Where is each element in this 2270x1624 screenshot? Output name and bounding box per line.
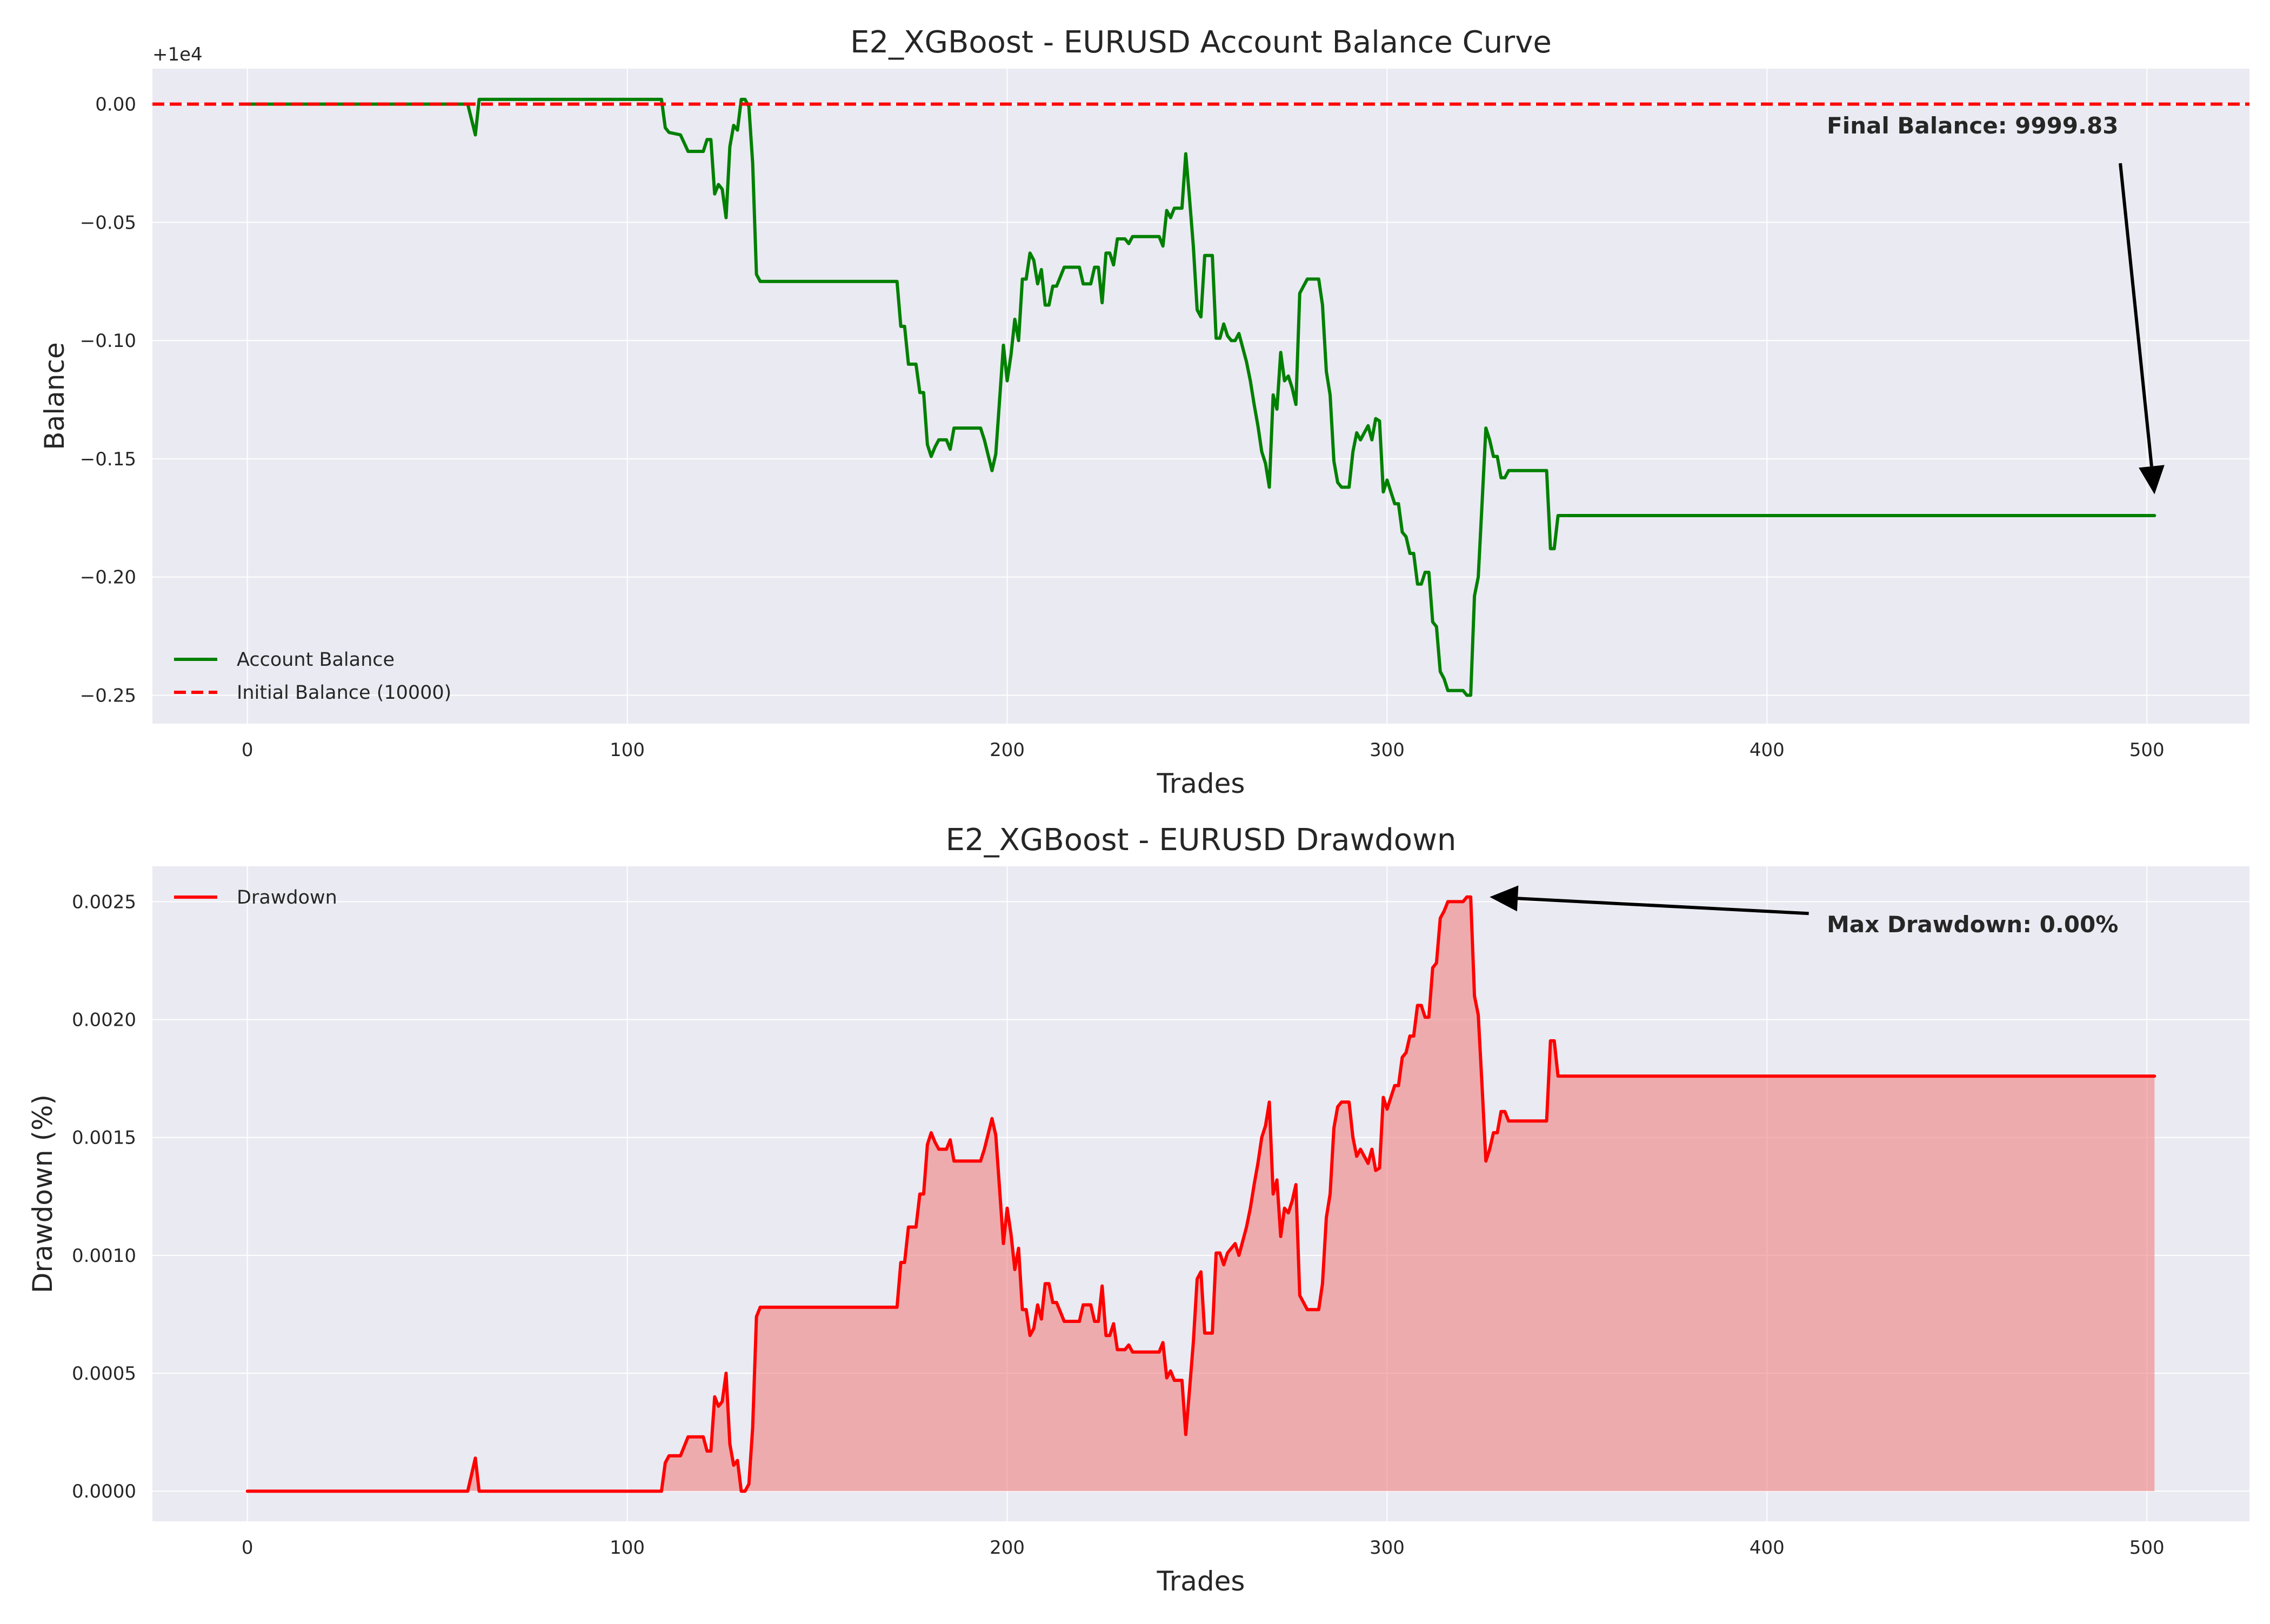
chart-title: E2_XGBoost - EURUSD Drawdown <box>946 823 1457 858</box>
y-tick-label: 0.0005 <box>72 1363 136 1385</box>
plot-lines <box>152 97 2249 697</box>
x-tick-label: 200 <box>990 739 1025 761</box>
x-tick-label: 500 <box>2129 739 2165 761</box>
drawdown-fill <box>247 897 2155 1492</box>
x-tick-labels: 0 100 200 300 400 500 <box>242 1537 2165 1559</box>
max-drawdown-annotation: Max Drawdown: 0.00% <box>1490 885 2118 938</box>
legend: Drawdown <box>174 887 337 908</box>
y-tick-label: −0.15 <box>80 449 136 470</box>
drawdown-line <box>245 895 2156 1493</box>
legend-label-account-balance: Account Balance <box>237 649 395 671</box>
y-tick-labels: 0.0000 0.0005 0.0010 0.0015 0.0020 0.0025 <box>72 891 136 1502</box>
x-tick-label: 300 <box>1370 1537 1405 1559</box>
x-axis-label: Trades <box>1157 1566 1245 1597</box>
max-drawdown-arrow <box>1490 885 1809 915</box>
plot-area-series <box>245 895 2156 1493</box>
y-tick-label: 0.00 <box>95 94 136 116</box>
y-tick-label: −0.10 <box>80 330 136 352</box>
y-axis-label: Drawdown (%) <box>27 1094 58 1293</box>
final-balance-annotation: Final Balance: 9999.83 <box>1827 112 2165 494</box>
y-tick-label: 0.0010 <box>72 1245 136 1267</box>
y-tick-labels: 0.00 −0.05 −0.10 −0.15 −0.20 −0.25 <box>80 94 136 707</box>
y-tick-label: 0.0000 <box>72 1481 136 1502</box>
x-tick-label: 100 <box>610 1537 645 1559</box>
max-drawdown-arrow-head <box>1490 885 1519 912</box>
x-tick-label: 400 <box>1750 739 1785 761</box>
x-tick-label: 100 <box>610 739 645 761</box>
y-tick-label: −0.20 <box>80 567 136 589</box>
y-offset-label: +1e4 <box>152 44 203 65</box>
y-axis-label: Balance <box>39 342 70 450</box>
x-tick-labels: 0 100 200 300 400 500 <box>242 739 2165 761</box>
x-tick-label: 200 <box>990 1537 1025 1559</box>
final-balance-arrow-shaft <box>2119 163 2153 467</box>
account-balance-line <box>245 97 2156 697</box>
chart-title: E2_XGBoost - EURUSD Account Balance Curv… <box>850 25 1552 60</box>
final-balance-arrow-head <box>2139 465 2165 494</box>
max-drawdown-arrow-shaft <box>1517 897 1809 915</box>
final-balance-text: Final Balance: 9999.83 <box>1827 112 2118 139</box>
legend-label-drawdown: Drawdown <box>237 887 337 908</box>
x-tick-label: 0 <box>242 1537 253 1559</box>
balance-chart: E2_XGBoost - EURUSD Account Balance Curv… <box>39 25 2249 799</box>
x-tick-label: 300 <box>1370 739 1405 761</box>
final-balance-arrow <box>2119 163 2165 494</box>
x-axis-label: Trades <box>1157 768 1245 799</box>
max-drawdown-text: Max Drawdown: 0.00% <box>1827 911 2118 938</box>
y-tick-label: 0.0020 <box>72 1010 136 1031</box>
drawdown-chart: E2_XGBoost - EURUSD Drawdown 0 100 200 300 4… <box>27 823 2249 1597</box>
y-tick-label: −0.05 <box>80 212 136 233</box>
legend: Account Balance Initial Balance (10000) <box>174 649 451 704</box>
y-tick-label: −0.25 <box>80 685 136 706</box>
plot-area <box>152 69 2249 724</box>
y-tick-label: 0.0025 <box>72 891 136 913</box>
x-tick-label: 0 <box>242 739 253 761</box>
x-tick-label: 400 <box>1750 1537 1785 1559</box>
y-tick-label: 0.0015 <box>72 1127 136 1149</box>
legend-label-initial-balance: Initial Balance (10000) <box>237 682 451 704</box>
x-tick-label: 500 <box>2129 1537 2165 1559</box>
